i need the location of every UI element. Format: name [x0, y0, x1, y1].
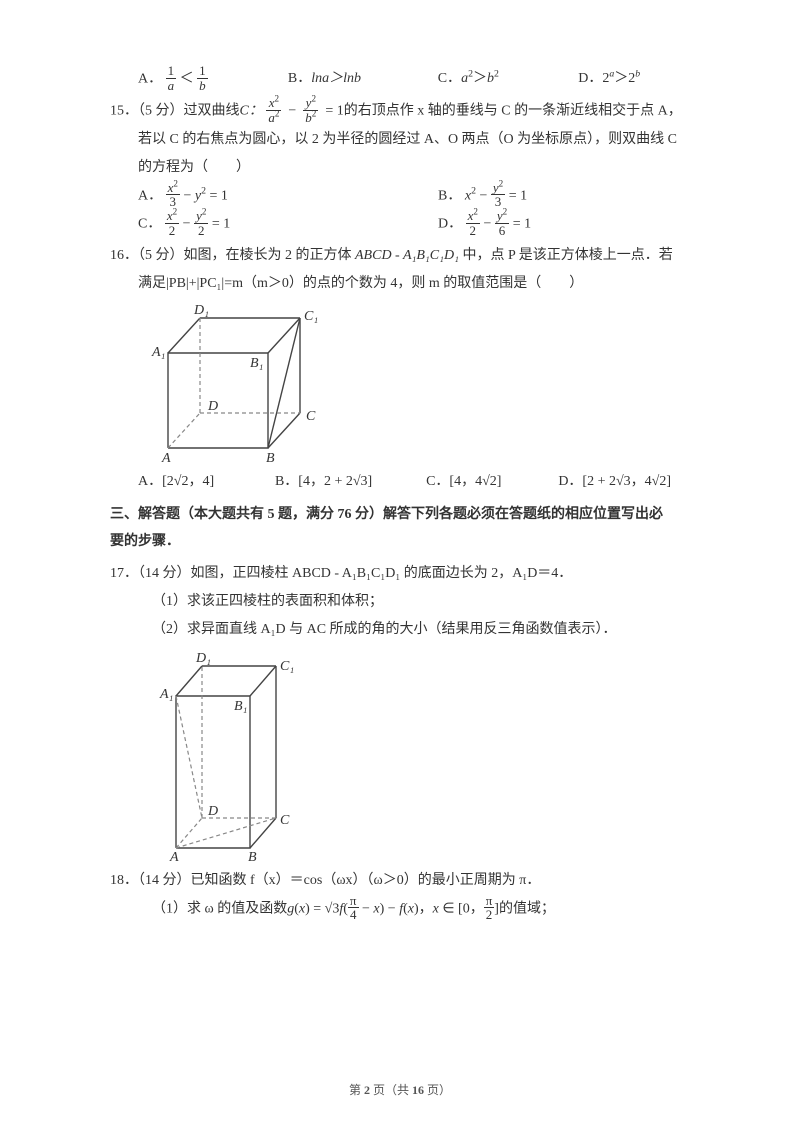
q16-stem-b: 中，点 P 是该正方体棱上一点．若 — [459, 248, 673, 263]
q17: 17．（14 分）如图，正四棱柱 ABCD - A₁B₁C₁D₁ 的底面边长为 … — [110, 560, 700, 863]
q15-opts-row2: C． x22 − y22 = 1 D． x22 − y26 = 1 — [110, 210, 700, 238]
q16-opt-a: A．[2√2，4] — [138, 468, 275, 496]
q17-stem: 17．（14 分）如图，正四棱柱 ABCD - A₁B₁C₁D₁ 的底面边长为 … — [110, 560, 700, 588]
q16-abcd: ABCD - A₁B₁C₁D₁ — [355, 248, 459, 263]
svg-text:C: C — [280, 813, 290, 828]
q16-options: A．[2√2，4] B．[4，2 + 2√3] C．[4，4√2] D．[2 +… — [110, 468, 700, 496]
q14-opt-c: C．a2＞b2 — [438, 65, 579, 93]
q16-stem-a: 16．（5 分）如图，在棱长为 2 的正方体 — [110, 248, 355, 263]
svg-text:C₁: C₁ — [280, 659, 294, 674]
q14-opt-b: B．lna＞lnb — [288, 65, 438, 93]
q18-sub1: （1）求 ω 的值及函数g(x) = √3f(π4 − x) − f(x)，x … — [110, 895, 700, 923]
svg-text:A: A — [169, 850, 179, 863]
q15-line2: 若以 C 的右焦点为圆心，以 2 为半径的圆经过 A、O 两点（O 为坐标原点）… — [110, 126, 700, 154]
exam-page: A． 1a ＜ 1b B．lna＞lnb C．a2＞b2 D．2a＞2b 15．… — [0, 0, 800, 1132]
q15-opt-c: C． x22 − y22 = 1 — [138, 210, 438, 238]
svg-text:B: B — [266, 451, 275, 466]
q16-opt-b: B．[4，2 + 2√3] — [275, 468, 426, 496]
svg-text:B: B — [248, 850, 257, 863]
q16-cube-figure: D₁ C₁ A₁ B₁ D C A B — [138, 298, 338, 468]
q17-prism-figure: D₁ C₁ A₁ B₁ D C A B — [152, 648, 322, 863]
svg-text:C₁: C₁ — [304, 309, 318, 324]
q18-stem: 18．（14 分）已知函数 f（x）＝cos（ωx）（ω＞0）的最小正周期为 π… — [110, 867, 700, 895]
q15-stem-a: 15．（5 分）过双曲线 — [110, 104, 240, 119]
q16: 16．（5 分）如图，在棱长为 2 的正方体 ABCD - A₁B₁C₁D₁ 中… — [110, 242, 700, 496]
q15-line3: 的方程为（ ） — [110, 154, 700, 182]
svg-text:D₁: D₁ — [193, 303, 209, 318]
q14-opt-a: A． 1a ＜ 1b — [138, 65, 288, 93]
svg-text:A: A — [161, 451, 171, 466]
q17-sub2: （2）求异面直线 A₁D 与 AC 所成的角的大小（结果用反三角函数值表示）． — [110, 616, 700, 644]
page-footer: 第 2 页（共 16 页） — [0, 1078, 800, 1102]
svg-text:B₁: B₁ — [234, 699, 247, 714]
svg-text:A₁: A₁ — [159, 687, 173, 702]
svg-text:D: D — [207, 804, 218, 819]
svg-text:D: D — [207, 399, 218, 414]
q18: 18．（14 分）已知函数 f（x）＝cos（ωx）（ω＞0）的最小正周期为 π… — [110, 867, 700, 923]
q15-opts-row1: A． x23 − y2 = 1 B． x2 − y23 = 1 — [110, 182, 700, 210]
svg-text:A₁: A₁ — [151, 345, 165, 360]
q16-opt-c: C．[4，4√2] — [426, 468, 558, 496]
q14-options: A． 1a ＜ 1b B．lna＞lnb C．a2＞b2 D．2a＞2b — [110, 65, 700, 93]
q15-opt-d: D． x22 − y26 = 1 — [438, 210, 698, 238]
q15-stem-b: 的右顶点作 x 轴的垂线与 C 的一条渐近线相交于点 A， — [344, 104, 682, 119]
q15: 15．（5 分）过双曲线C： x2a2 − y2b2 = 1的右顶点作 x 轴的… — [110, 97, 700, 238]
svg-text:C: C — [306, 409, 316, 424]
q15-opt-a: A． x23 − y2 = 1 — [138, 182, 438, 210]
q16-opt-d: D．[2 + 2√3，4√2] — [558, 468, 700, 496]
q14-opt-d: D．2a＞2b — [578, 65, 700, 93]
svg-text:D₁: D₁ — [195, 651, 211, 666]
q16-line2: 满足|PB|+|PC₁|=m（m＞0）的点的个数为 4，则 m 的取值范围是（ … — [110, 270, 700, 298]
q17-sub1: （1）求该正四棱柱的表面积和体积； — [110, 588, 700, 616]
svg-text:B₁: B₁ — [250, 356, 263, 371]
section-3-heading: 三、解答题（本大题共有 5 题，满分 76 分）解答下列各题必须在答题纸的相应位… — [110, 502, 700, 555]
